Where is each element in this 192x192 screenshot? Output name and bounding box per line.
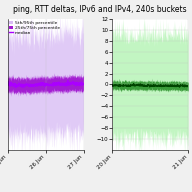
Legend: 5th/95th percentile, 25th/75th percentile, median: 5th/95th percentile, 25th/75th percentil… xyxy=(9,20,60,35)
Text: ping, RTT deltas, IPv6 and IPv4, 240s buckets: ping, RTT deltas, IPv6 and IPv4, 240s bu… xyxy=(13,5,187,14)
